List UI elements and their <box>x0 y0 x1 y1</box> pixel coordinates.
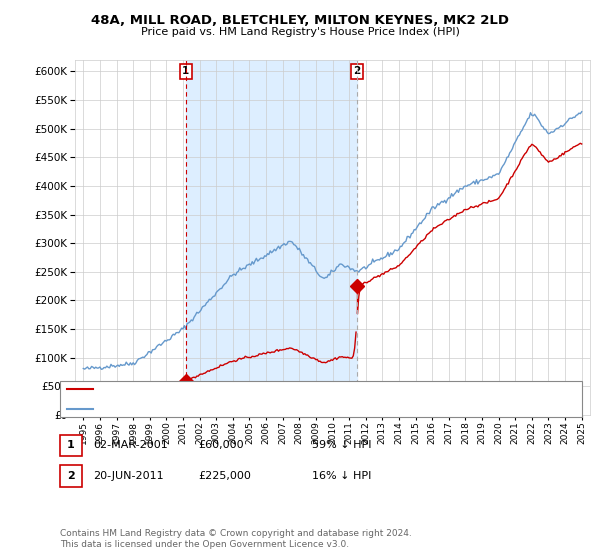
Text: 48A, MILL ROAD, BLETCHLEY, MILTON KEYNES, MK2 2LD (detached house): 48A, MILL ROAD, BLETCHLEY, MILTON KEYNES… <box>96 385 481 394</box>
Text: 2: 2 <box>67 471 74 481</box>
Text: £225,000: £225,000 <box>198 471 251 481</box>
Bar <box>186 60 357 415</box>
Text: 59% ↓ HPI: 59% ↓ HPI <box>312 440 371 450</box>
Text: 20-JUN-2011: 20-JUN-2011 <box>93 471 164 481</box>
Text: 1: 1 <box>67 440 74 450</box>
Text: £60,000: £60,000 <box>198 440 244 450</box>
Text: Price paid vs. HM Land Registry's House Price Index (HPI): Price paid vs. HM Land Registry's House … <box>140 27 460 37</box>
Text: Contains HM Land Registry data © Crown copyright and database right 2024.
This d: Contains HM Land Registry data © Crown c… <box>60 529 412 549</box>
Text: 2: 2 <box>353 67 361 77</box>
Text: HPI: Average price, detached house, Milton Keynes: HPI: Average price, detached house, Milt… <box>96 404 361 413</box>
Text: 48A, MILL ROAD, BLETCHLEY, MILTON KEYNES, MK2 2LD: 48A, MILL ROAD, BLETCHLEY, MILTON KEYNES… <box>91 14 509 27</box>
Text: 16% ↓ HPI: 16% ↓ HPI <box>312 471 371 481</box>
Text: 02-MAR-2001: 02-MAR-2001 <box>93 440 168 450</box>
Text: 1: 1 <box>182 67 190 77</box>
